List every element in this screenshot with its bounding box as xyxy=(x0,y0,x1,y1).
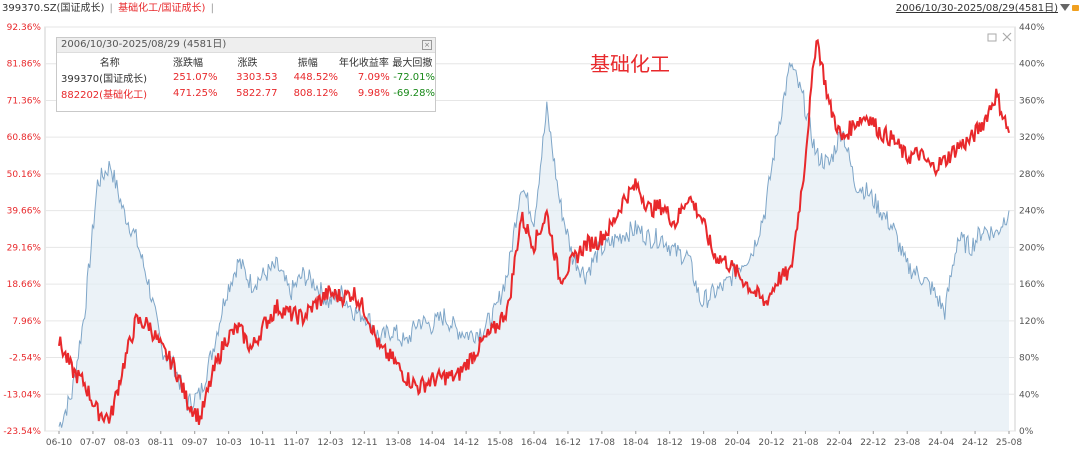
series-area-growth xyxy=(59,62,1009,431)
table-row[interactable]: 882202(基础化工) 471.25% 5822.77 808.12% 9.9… xyxy=(59,85,435,101)
x-tick-label: 17-08 xyxy=(589,438,615,448)
x-tick-label: 12-11 xyxy=(351,438,377,448)
right-tick-label: 40% xyxy=(1019,390,1039,400)
right-tick-label: 160% xyxy=(1019,280,1045,290)
x-tick-label: 21-08 xyxy=(792,438,818,448)
lock-icon[interactable] xyxy=(1072,5,1079,11)
right-tick-label: 200% xyxy=(1019,243,1045,253)
separator: | xyxy=(109,3,113,14)
row-name: 882202(基础化工) xyxy=(61,89,147,101)
stats-panel-header: 2006/10/30-2025/08/29 (4581日) × xyxy=(57,38,435,53)
x-tick-label: 07-07 xyxy=(80,438,106,448)
right-tick-label: 80% xyxy=(1019,354,1039,364)
x-tick-label: 22-04 xyxy=(826,438,852,448)
date-range-link[interactable]: 2006/10/30-2025/08/29(4581日) xyxy=(895,3,1058,14)
x-tick-label: 15-08 xyxy=(487,438,513,448)
restore-icon[interactable] xyxy=(987,33,997,42)
x-tick-label: 19-08 xyxy=(691,438,717,448)
left-tick-label: 7.96% xyxy=(12,317,41,327)
stats-period: 2006/10/30-2025/08/29 (4581日) xyxy=(61,39,227,50)
right-tick-label: 280% xyxy=(1019,170,1045,180)
x-tick-label: 08-11 xyxy=(148,438,174,448)
x-tick-label: 22-12 xyxy=(860,438,886,448)
separator: | xyxy=(210,3,214,14)
dropdown-arrow-icon[interactable] xyxy=(1060,4,1070,11)
row-amp: 808.12% xyxy=(293,87,339,99)
col-header-amp: 振幅 xyxy=(297,57,318,69)
stats-panel: 2006/10/30-2025/08/29 (4581日) × 名称 涨跌幅 涨… xyxy=(56,37,436,112)
right-tick-label: 360% xyxy=(1019,96,1045,106)
col-header-chg-pct: 涨跌幅 xyxy=(172,57,203,69)
x-tick-label: 06-10 xyxy=(46,438,72,448)
x-tick-label: 23-08 xyxy=(894,438,920,448)
secondary-series[interactable]: 基础化工/国证成长) xyxy=(118,3,206,14)
series-line-growth[interactable] xyxy=(58,62,1010,428)
x-tick-label: 10-11 xyxy=(249,438,275,448)
row-chg-pct: 471.25% xyxy=(172,87,218,99)
row-annual: 7.09% xyxy=(357,71,390,83)
right-tick-label: 120% xyxy=(1019,317,1045,327)
stats-table: 名称 涨跌幅 涨跌 振幅 年化收益率 最大回撤 399370(国证成长) 251… xyxy=(59,53,435,101)
x-tick-label: 24-04 xyxy=(928,438,954,448)
right-tick-label: 0% xyxy=(1019,427,1034,437)
row-annual: 9.98% xyxy=(357,87,390,99)
x-tick-label: 24-12 xyxy=(962,438,988,448)
left-tick-label: -13.04% xyxy=(3,390,41,400)
col-header-drawdown: 最大回撤 xyxy=(392,57,433,69)
x-tick-label: 25-08 xyxy=(996,438,1022,448)
left-tick-label: 81.86% xyxy=(7,60,42,70)
top-bar: 399370.SZ(国证成长) | 基础化工/国证成长) | 2006/10/3… xyxy=(0,0,1080,18)
row-amp: 448.52% xyxy=(293,71,339,83)
x-tick-label: 14-04 xyxy=(419,438,445,448)
close-icon[interactable] xyxy=(1002,32,1012,42)
x-tick-label: 18-04 xyxy=(623,438,649,448)
x-tick-label: 14-12 xyxy=(453,438,479,448)
series-legend: 399370.SZ(国证成长) | 基础化工/国证成长) | xyxy=(2,0,216,18)
primary-code[interactable]: 399370.SZ(国证成长) xyxy=(2,3,105,14)
left-tick-label: 60.86% xyxy=(7,133,42,143)
x-tick-label: 16-04 xyxy=(521,438,547,448)
left-tick-label: 50.16% xyxy=(7,170,42,180)
col-header-annual: 年化收益率 xyxy=(338,57,389,69)
left-tick-label: -23.54% xyxy=(3,427,41,437)
x-tick-label: 20-04 xyxy=(724,438,750,448)
row-chg: 5822.77 xyxy=(236,87,278,99)
left-tick-label: 92.36% xyxy=(7,23,42,33)
series-line-chemicals[interactable] xyxy=(58,38,1010,425)
table-row[interactable]: 399370(国证成长) 251.07% 3303.53 448.52% 7.0… xyxy=(59,69,435,85)
x-tick-label: 13-08 xyxy=(385,438,411,448)
left-tick-label: 71.36% xyxy=(7,96,42,106)
x-tick-label: 09-07 xyxy=(182,438,208,448)
row-chg: 3303.53 xyxy=(236,71,278,83)
col-header-name: 名称 xyxy=(99,57,120,69)
x-tick-label: 16-12 xyxy=(555,438,581,448)
right-tick-label: 240% xyxy=(1019,207,1045,217)
row-drawdown: -72.01% xyxy=(393,71,435,83)
left-tick-label: 29.16% xyxy=(7,243,42,253)
left-tick-label: -2.54% xyxy=(9,354,41,364)
row-name: 399370(国证成长) xyxy=(61,73,147,85)
left-tick-label: 39.66% xyxy=(7,207,42,217)
x-tick-label: 10-03 xyxy=(216,438,242,448)
x-tick-label: 08-03 xyxy=(114,438,140,448)
col-header-chg: 涨跌 xyxy=(237,57,258,69)
x-tick-label: 20-12 xyxy=(758,438,784,448)
left-tick-label: 18.66% xyxy=(7,280,42,290)
x-tick-label: 11-07 xyxy=(283,438,309,448)
window-controls xyxy=(987,32,1012,42)
x-tick-label: 18-12 xyxy=(657,438,683,448)
row-drawdown: -69.28% xyxy=(393,87,435,99)
row-chg-pct: 251.07% xyxy=(172,71,218,83)
x-tick-label: 12-03 xyxy=(317,438,343,448)
right-tick-label: 440% xyxy=(1019,23,1045,33)
chart-title: 基础化工 xyxy=(590,52,670,76)
right-tick-label: 320% xyxy=(1019,133,1045,143)
right-tick-label: 400% xyxy=(1019,60,1045,70)
close-icon[interactable]: × xyxy=(422,40,432,50)
